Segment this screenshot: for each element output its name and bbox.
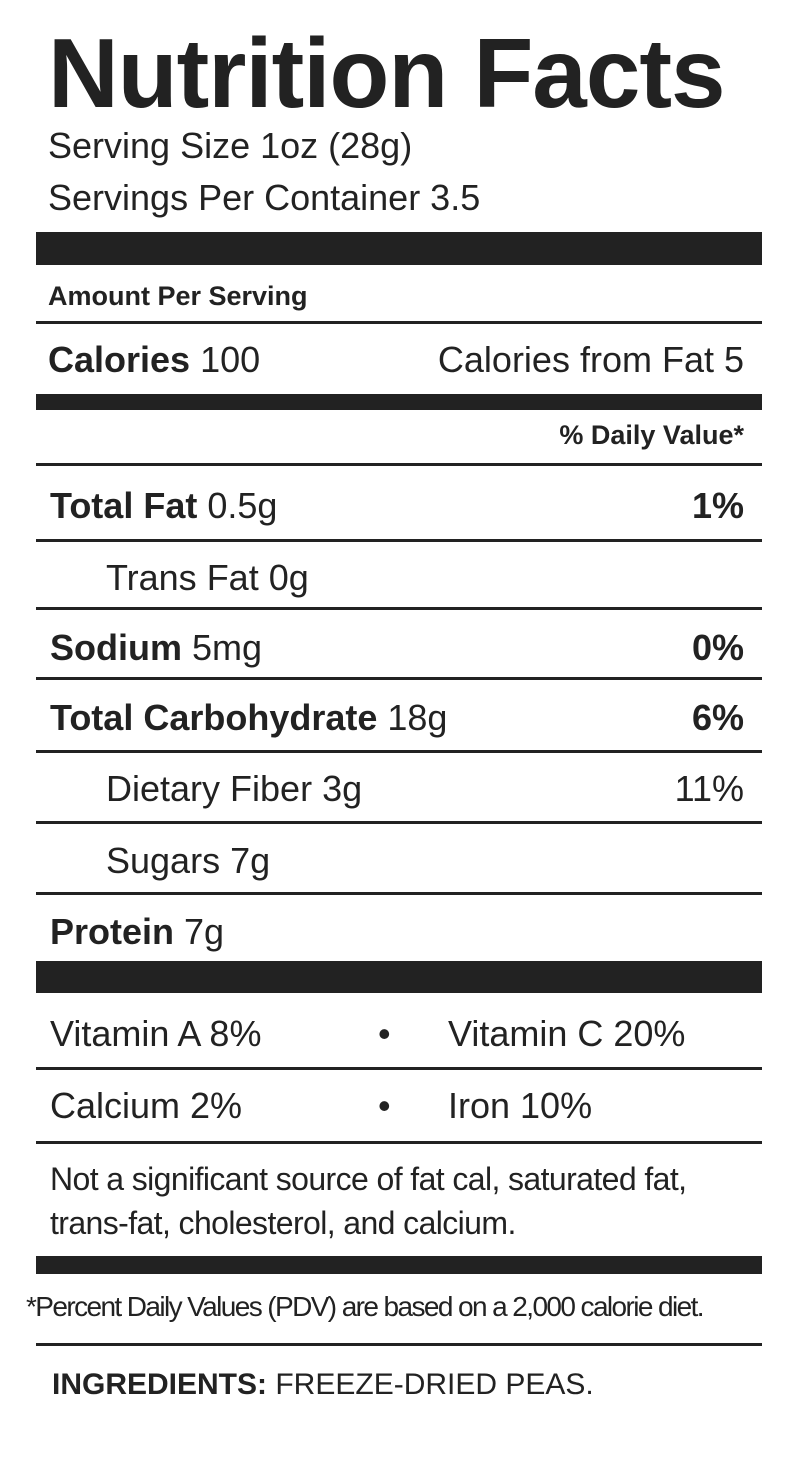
nutrient-sodium: Sodium 5mg — [50, 630, 262, 666]
pdv-footnote: *Percent Daily Values (PDV) are based on… — [26, 1291, 705, 1322]
nutrient-amount: 7g — [230, 840, 271, 881]
calories-label: Calories — [48, 339, 191, 380]
nutrient-total-fat: Total Fat 0.5g — [50, 488, 277, 524]
vitamin-left: Vitamin A 8% — [50, 1013, 262, 1054]
divider — [36, 892, 762, 895]
divider — [36, 1067, 762, 1070]
divider — [36, 463, 762, 466]
divider-thick — [36, 961, 762, 993]
nutrient-label: Total Fat — [50, 485, 198, 526]
nutrient-amount: 7g — [184, 911, 225, 952]
vitamin-right: Vitamin C 20% — [448, 1013, 686, 1054]
note-line-1: Not a significant source of fat cal, sat… — [50, 1161, 687, 1197]
servings-per-container: Servings Per Container 3.5 — [48, 177, 481, 218]
serving-size: Serving Size 1oz (28g) — [48, 125, 413, 166]
nutrient-amount: 18g — [387, 697, 448, 738]
divider — [36, 821, 762, 824]
nutrient-dietary-fiber: Dietary Fiber 3g — [106, 771, 362, 807]
divider — [36, 1141, 762, 1144]
vitamin-right: Iron 10% — [448, 1085, 593, 1126]
nutrient-label: Protein — [50, 911, 175, 952]
nutrient-dv: 6% — [691, 697, 744, 738]
divider — [36, 677, 762, 680]
nutrient-label: Sugars — [106, 840, 221, 881]
amount-per-serving: Amount Per Serving — [48, 281, 308, 311]
nutrient-label: Total Carbohydrate — [50, 697, 378, 738]
nutrient-label: Dietary Fiber — [106, 768, 313, 809]
divider — [36, 1343, 762, 1346]
ingredients-label: INGREDIENTS: — [52, 1368, 268, 1401]
calories-row: Calories 100 — [48, 342, 260, 378]
note-line-2: trans-fat, cholesterol, and calcium. — [50, 1205, 516, 1241]
divider — [36, 750, 762, 753]
bullet: • — [378, 1085, 391, 1126]
divider-medium — [36, 1256, 762, 1274]
nutrient-amount: 5mg — [192, 627, 263, 668]
nutrient-dv: 11% — [674, 768, 744, 809]
nutrient-protein: Protein 7g — [50, 914, 224, 950]
nutrient-total-carbohydrate: Total Carbohydrate 18g — [50, 700, 447, 736]
daily-value-header: % Daily Value* — [559, 420, 744, 450]
divider — [36, 607, 762, 610]
calories-from-fat: Calories from Fat 5 — [437, 339, 744, 380]
nutrient-amount: 3g — [322, 768, 363, 809]
ingredients: INGREDIENTS: FREEZE-DRIED PEAS. — [52, 1370, 594, 1400]
title: Nutrition Facts — [48, 18, 725, 128]
nutrient-dv: 0% — [691, 627, 744, 668]
nutrient-label: Sodium — [50, 627, 182, 668]
ingredients-value: FREEZE-DRIED PEAS. — [275, 1368, 594, 1401]
divider-thick — [36, 232, 762, 265]
vitamin-left: Calcium 2% — [50, 1085, 243, 1126]
nutrient-label: Trans Fat — [106, 557, 259, 598]
divider — [36, 321, 762, 324]
nutrient-trans-fat: Trans Fat 0g — [106, 560, 309, 596]
divider-medium — [36, 394, 762, 410]
divider — [36, 539, 762, 542]
nutrient-dv: 1% — [691, 485, 744, 526]
bullet: • — [378, 1013, 391, 1054]
calories-value: 100 — [200, 339, 261, 380]
nutrient-amount: 0g — [268, 557, 309, 598]
nutrient-sugars: Sugars 7g — [106, 843, 270, 879]
nutrient-amount: 0.5g — [207, 485, 278, 526]
